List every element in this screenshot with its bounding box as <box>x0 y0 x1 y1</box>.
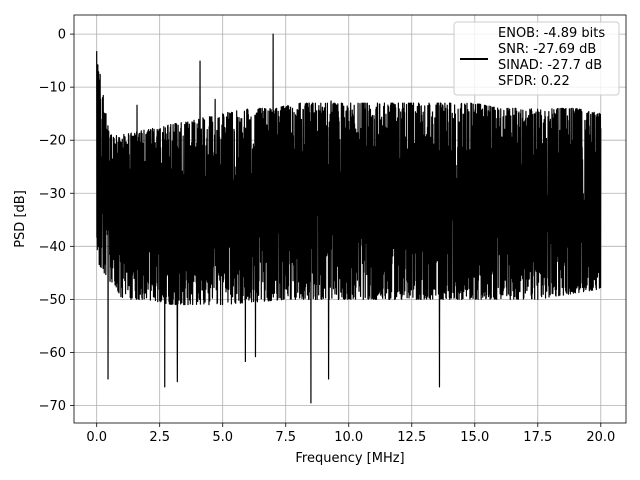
y-tick-label: −30 <box>39 187 66 202</box>
x-axis-label: Frequency [MHz] <box>295 451 404 466</box>
x-tick-label: 0.0 <box>86 430 107 445</box>
y-tick-label: −60 <box>39 346 66 361</box>
x-tick-label: 20.0 <box>586 430 615 445</box>
data-layer <box>96 33 602 404</box>
x-tick-label: 5.0 <box>212 430 233 445</box>
legend-entry-sinad: SINAD: -27.7 dB <box>498 58 602 73</box>
y-tick-label: −70 <box>39 399 66 414</box>
legend-entry-enob: ENOB: -4.89 bits <box>498 26 605 41</box>
y-tick-label: −10 <box>39 81 66 96</box>
legend-entry-sfdr: SFDR: 0.22 <box>498 74 570 89</box>
x-tick-label: 2.5 <box>149 430 170 445</box>
y-tick-label: 0 <box>58 28 66 43</box>
psd-series-line <box>96 33 602 404</box>
x-tick-label: 15.0 <box>460 430 489 445</box>
y-tick-label: −20 <box>39 134 66 149</box>
x-tick-label: 10.0 <box>334 430 363 445</box>
x-tick-label: 12.5 <box>397 430 426 445</box>
plot-frame <box>73 14 627 424</box>
legend-entry-snr: SNR: -27.69 dB <box>498 42 596 57</box>
y-tick-label: −50 <box>39 293 66 308</box>
legend: ENOB: -4.89 bits SNR: -27.69 dB SINAD: -… <box>453 21 620 96</box>
y-tick-label: −40 <box>39 240 66 255</box>
y-axis-label: PSD [dB] <box>13 190 28 248</box>
legend-box <box>453 21 620 96</box>
ticks-layer: 0.0 2.5 5.0 7.5 10.0 12.5 15.0 17.5 20.0 0 −10 −20 −… <box>39 28 616 445</box>
x-tick-label: 7.5 <box>275 430 296 445</box>
x-tick-label: 17.5 <box>523 430 552 445</box>
